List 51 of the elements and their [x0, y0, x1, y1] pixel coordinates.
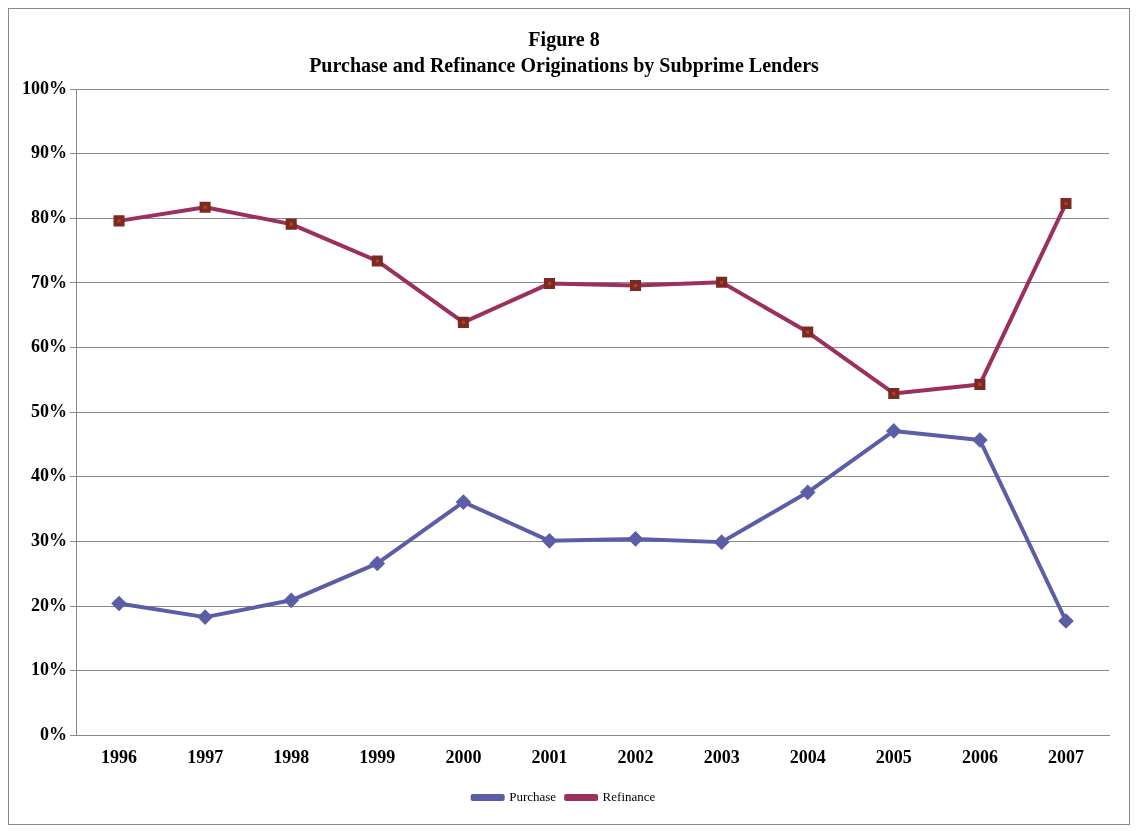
y-tick-label: 40%	[31, 465, 67, 486]
x-tick-label: 2006	[961, 746, 998, 767]
point	[974, 378, 986, 390]
x-tick-label: 2001	[531, 746, 568, 767]
point	[198, 610, 213, 625]
point	[113, 215, 125, 227]
point	[714, 535, 729, 550]
x-tick-label: 1998	[273, 746, 310, 767]
y-tick-label: 10%	[31, 659, 67, 680]
point	[802, 326, 814, 338]
point	[371, 255, 383, 267]
x-tick-label: 2004	[789, 746, 826, 767]
x-tick-label: 2000	[445, 746, 482, 767]
chart-subtitle: Purchase and Refinance Originations by Subprime Lenders	[309, 54, 820, 78]
x-tick-label: 1997	[187, 746, 224, 767]
legend-label: Refinance	[602, 788, 656, 804]
x-tick-label: 2003	[703, 746, 740, 767]
point	[457, 316, 469, 328]
point	[199, 201, 211, 213]
y-tick-label: 90%	[31, 142, 67, 163]
x-tick-label: 1996	[101, 746, 138, 767]
point	[800, 485, 815, 500]
point	[285, 218, 297, 230]
point	[630, 279, 642, 292]
point	[886, 423, 901, 438]
point	[370, 556, 385, 571]
y-tick-label: 20%	[31, 594, 67, 615]
legend-label: Purchase	[509, 788, 557, 804]
point	[1060, 197, 1072, 209]
point	[456, 495, 471, 510]
y-tick-label: 100%	[22, 77, 67, 98]
y-tick-label: 50%	[31, 400, 67, 421]
x-tick-label: 1999	[359, 746, 396, 767]
y-tick-label: 60%	[31, 336, 67, 357]
x-tick-label: 2007	[1047, 746, 1084, 767]
point	[888, 387, 900, 399]
y-tick-label: 80%	[31, 206, 67, 227]
point	[716, 276, 728, 288]
point	[284, 593, 299, 608]
point	[112, 596, 127, 611]
x-tick-label: 2002	[617, 746, 654, 767]
y-tick-label: 70%	[31, 271, 67, 292]
point	[1058, 613, 1073, 628]
point	[543, 278, 555, 290]
point	[542, 533, 557, 548]
y-tick-label: 30%	[31, 530, 67, 551]
point	[628, 531, 643, 546]
y-tick-label: 0%	[40, 724, 67, 745]
point	[972, 433, 987, 447]
x-tick-label: 2005	[875, 746, 912, 767]
chart-title: Figure 8	[528, 28, 600, 52]
